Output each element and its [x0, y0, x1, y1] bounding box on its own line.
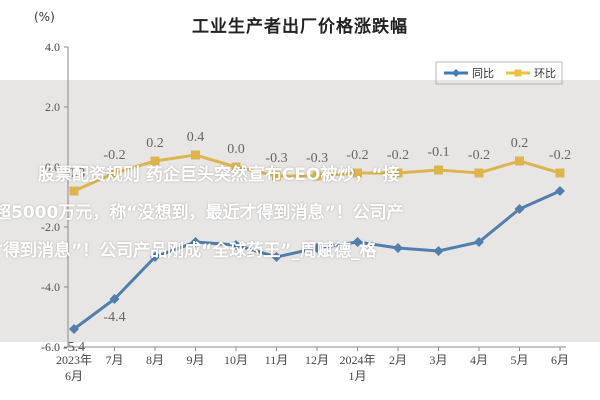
data-point [515, 156, 524, 166]
legend-swatch-marker [514, 69, 522, 77]
y-tick-label: -2.0 [41, 220, 60, 234]
legend-label: 同比 [472, 67, 494, 80]
chart-title: 工业生产者出厂价格涨跌幅 [192, 17, 408, 37]
x-tick-label: 2024年 [339, 353, 375, 367]
data-point [231, 240, 241, 250]
x-tick-label: 5月 [510, 353, 528, 367]
y-tick-label: -4.0 [41, 280, 60, 294]
article-overlay [0, 80, 600, 342]
y-tick-label: -6.0 [41, 340, 60, 354]
data-point [352, 237, 363, 247]
y-tick-label: 4.0 [45, 40, 60, 54]
data-point [474, 237, 484, 247]
data-point [190, 237, 201, 247]
data-point [555, 168, 565, 178]
data-label: 0.2 [511, 136, 529, 151]
data-point [231, 162, 241, 172]
data-label: -0.2 [387, 148, 409, 163]
x-tick-label: 6月 [551, 353, 569, 367]
x-tick-label: 2023年 [56, 353, 92, 367]
x-tick-label: 9月 [186, 353, 204, 367]
legend-swatch-marker [452, 69, 460, 77]
data-point [312, 171, 322, 181]
data-label: -0.2 [468, 148, 490, 163]
data-label: -0.2 [346, 148, 368, 163]
data-label: -5.4 [63, 340, 85, 355]
data-point [433, 246, 444, 256]
article-headline-link[interactable]: 股票配资规则 药企巨头突然宣布CEO被炒，“接 超5000万元，称“没想到，最近… [0, 156, 600, 270]
legend-label: 环比 [534, 67, 556, 80]
data-point [69, 324, 79, 334]
data-point [150, 252, 160, 262]
y-tick-label: 2.0 [45, 100, 60, 114]
data-point [474, 168, 484, 178]
data-label: 0.0 [227, 142, 245, 157]
data-point [69, 186, 79, 196]
data-label: -0.2 [103, 148, 125, 163]
x-tick-label: 10月 [224, 353, 248, 367]
x-tick-label: 11月 [265, 353, 289, 367]
x-tick-label-line2: 1月 [348, 369, 366, 383]
y-tick-label: 0.0 [45, 160, 60, 174]
data-point [353, 168, 362, 178]
headline-line-1: 股票配资规则 药企巨头突然宣布CEO被炒，“接 [38, 165, 400, 185]
y-unit-label: (%) [34, 10, 55, 24]
data-point [109, 294, 120, 304]
x-tick-label: 4月 [470, 353, 488, 367]
data-point [272, 171, 281, 181]
data-label: -0.3 [265, 151, 287, 166]
x-tick-label: 8月 [146, 353, 164, 367]
x-tick-label: 3月 [429, 353, 447, 367]
data-label: -0.2 [549, 148, 571, 163]
x-tick-label: 2月 [389, 353, 407, 367]
data-point [150, 156, 160, 166]
data-label: -0.8 [63, 166, 85, 181]
x-tick-label: 7月 [105, 353, 123, 367]
data-point [514, 204, 525, 214]
headline-line-2: 超5000万元，称“没想到，最近才得到消息”！公司产 [0, 203, 404, 223]
data-label: 0.2 [146, 136, 164, 151]
data-point [110, 168, 119, 178]
data-label: -0.1 [427, 145, 449, 160]
data-point [555, 186, 565, 196]
data-point [191, 150, 200, 160]
x-tick-label-line2: 6月 [65, 369, 83, 383]
data-point [393, 168, 403, 178]
headline-line-3: 才得到消息”！公司产品刚成“全球药王”_周赋德_格 [0, 241, 377, 261]
x-tick-label: 12月 [305, 353, 329, 367]
data-point [312, 243, 322, 253]
data-point [271, 252, 282, 262]
data-label: -0.3 [306, 151, 328, 166]
data-point [434, 165, 443, 175]
data-label: -4.4 [103, 310, 125, 325]
legend-box [435, 61, 563, 85]
data-point [393, 243, 403, 253]
data-label: 0.4 [187, 130, 205, 145]
